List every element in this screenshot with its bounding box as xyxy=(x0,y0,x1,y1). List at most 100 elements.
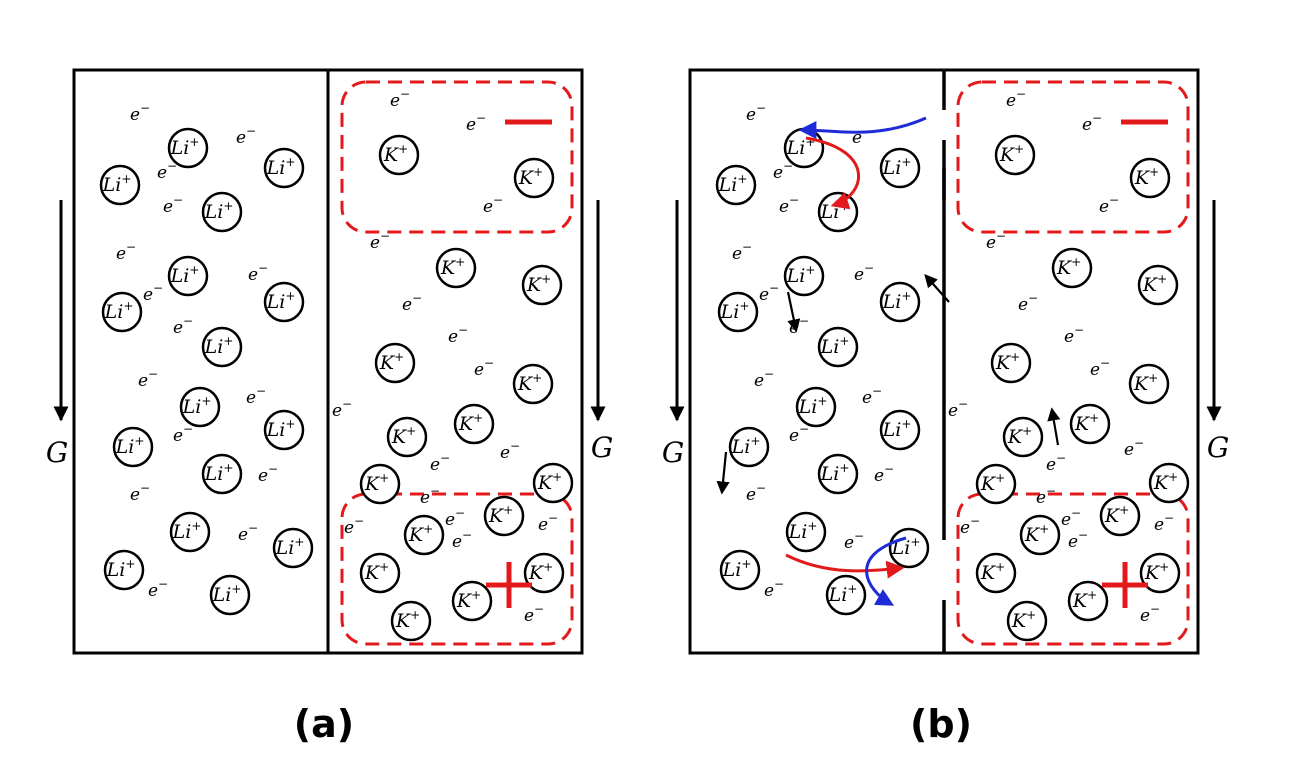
k-ion: K+ xyxy=(1067,580,1109,622)
negative-region xyxy=(956,80,1190,234)
k-ion: K+ xyxy=(1002,416,1044,458)
li-ion: Li+ xyxy=(103,549,145,591)
li-ion: Li+ xyxy=(825,574,867,616)
k-ion: K+ xyxy=(483,495,525,537)
electron-label: e− xyxy=(258,462,278,486)
li-ion: Li+ xyxy=(167,255,209,297)
k-ion: K+ xyxy=(1006,600,1048,642)
electron-label: e− xyxy=(466,111,486,135)
li-ion: Li+ xyxy=(263,281,305,323)
drift-arrow xyxy=(924,274,950,303)
electron-label: e− xyxy=(732,240,752,264)
k-ion: K+ xyxy=(994,134,1036,176)
electron-label: e− xyxy=(246,384,266,408)
gravity-label-right: G xyxy=(1207,431,1229,464)
li-ion: Li+ xyxy=(795,386,837,428)
positive-region xyxy=(956,492,1190,646)
electron-label: e− xyxy=(789,422,809,446)
electron-label: e− xyxy=(238,521,258,545)
gravity-label-right: G xyxy=(591,431,613,464)
svg-text:Li+: Li+ xyxy=(172,519,202,543)
li-ion: Li+ xyxy=(272,527,314,569)
k-ion: K+ xyxy=(386,416,428,458)
k-ion: K+ xyxy=(359,552,401,594)
li-ion: Li+ xyxy=(201,326,243,368)
k-ion: K+ xyxy=(1128,363,1170,405)
electron-label: e− xyxy=(1140,602,1160,626)
electron-label: e− xyxy=(130,481,150,505)
panel-b: Li+ Li+ Li+ Li+ Li+ Li+ Li+ Li+ Li+ Li+ Li+ Li+ Li+ L… xyxy=(662,68,1229,655)
electron-label: e− xyxy=(236,124,256,148)
li-ion: Li+ xyxy=(717,291,759,333)
electron-label: e− xyxy=(854,261,874,285)
li-ion: Li+ xyxy=(879,281,921,323)
electron-label: e− xyxy=(789,314,809,338)
li-ion: Li+ xyxy=(817,326,859,368)
electron-label: e− xyxy=(390,87,410,111)
k-ion: K+ xyxy=(1051,247,1093,289)
electron-label: e− xyxy=(1018,291,1038,315)
k-ion: K+ xyxy=(532,462,574,504)
electron-label: e− xyxy=(500,439,520,463)
k-ion: K+ xyxy=(975,463,1017,505)
drift-arrow xyxy=(1047,407,1061,446)
k-ion: K+ xyxy=(1148,462,1190,504)
li-ion: Li+ xyxy=(112,426,154,468)
caption-b: (b) xyxy=(910,702,972,746)
k-ion: K+ xyxy=(451,580,493,622)
electron-label: e− xyxy=(779,193,799,217)
gravity-label-left: G xyxy=(662,436,684,469)
k-ion: K+ xyxy=(1139,552,1181,594)
electron-label: e− xyxy=(130,101,150,125)
electron-label: e− xyxy=(344,514,364,538)
electron-label: e− xyxy=(986,229,1006,253)
electron-label: e− xyxy=(448,323,468,347)
electron-label: e− xyxy=(173,422,193,446)
electron-label: e− xyxy=(948,397,968,421)
li-ion: Li+ xyxy=(817,191,859,233)
ion-flow-arrow-bottom xyxy=(785,553,905,579)
gravity-label-left: G xyxy=(46,436,68,469)
electron-flow-arrow-bottom xyxy=(865,536,907,606)
li-ion: Li+ xyxy=(201,191,243,233)
electron-label: e− xyxy=(420,484,440,508)
electron-label: e− xyxy=(746,101,766,125)
drift-arrow xyxy=(786,291,801,333)
electron-label: e− xyxy=(332,397,352,421)
k-ion: K+ xyxy=(1137,264,1179,306)
electron-label: e− xyxy=(1090,356,1110,380)
panel-a: Li+ Li+ Li+ Li+ Li+ Li+ Li+ Li+ Li+ Li+ Li+ Li+ Li+ L… xyxy=(46,68,613,655)
li-ion: Li+ xyxy=(169,511,211,553)
electron-label: e− xyxy=(773,159,793,183)
electron-label: e− xyxy=(960,514,980,538)
electron-label: e− xyxy=(874,462,894,486)
k-ion: K+ xyxy=(523,552,565,594)
electron-label: e− xyxy=(452,528,472,552)
electron-label: e− xyxy=(148,577,168,601)
positive-region xyxy=(340,492,574,646)
li-ion: Li+ xyxy=(263,147,305,189)
electron-label: e− xyxy=(1099,193,1119,217)
electron-label: e− xyxy=(143,281,163,305)
electron-label: e− xyxy=(1154,511,1174,535)
k-ion: K+ xyxy=(390,600,432,642)
electron-label: e− xyxy=(746,481,766,505)
electron-label: e− xyxy=(1124,436,1144,460)
electron-label: e− xyxy=(764,577,784,601)
electron-label: e− xyxy=(1036,484,1056,508)
ion-flow-arrow-top xyxy=(805,136,861,210)
electron-label: e− xyxy=(370,229,390,253)
caption-a: (a) xyxy=(294,702,354,746)
electron-label: e− xyxy=(1006,87,1026,111)
li-ion: Li+ xyxy=(783,255,825,297)
drift-arrow xyxy=(716,451,730,495)
k-ion: K+ xyxy=(359,463,401,505)
li-ion: Li+ xyxy=(101,291,143,333)
electron-label: e− xyxy=(1061,506,1081,530)
plus-sign xyxy=(1102,562,1148,608)
electron-label: e− xyxy=(538,511,558,535)
li-ion: Li+ xyxy=(263,409,305,451)
electron-label: e− xyxy=(157,159,177,183)
li-ion: Li+ xyxy=(879,409,921,451)
electron-label: e− xyxy=(138,367,158,391)
